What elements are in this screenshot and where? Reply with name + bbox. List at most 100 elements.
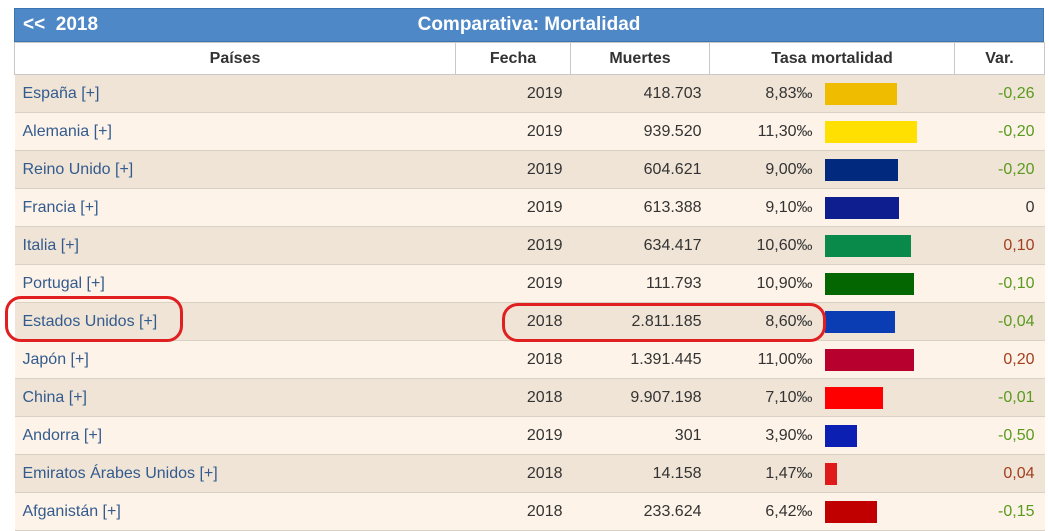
table-body: España [+] 2019 418.703 8,83‰ -0,26 Alemania … xyxy=(14,74,1045,531)
rate-value: 3,90‰ xyxy=(765,426,813,444)
rate-bar xyxy=(824,196,899,219)
variation-cell: -0,04 xyxy=(954,302,1045,341)
rate-value: 11,00‰ xyxy=(757,350,813,368)
previous-year-link[interactable]: << 2018 xyxy=(23,14,98,36)
col-header-var[interactable]: Var. xyxy=(954,42,1045,75)
deaths-cell: 604.621 xyxy=(570,150,710,189)
table-row: Francia [+] 2019 613.388 9,10‰ 0 xyxy=(14,188,1045,227)
table-row: Italia [+] 2019 634.417 10,60‰ 0,10 xyxy=(14,226,1045,265)
table-row: Japón [+] 2018 1.391.445 11,00‰ 0,20 xyxy=(14,340,1045,379)
col-header-muertes[interactable]: Muertes xyxy=(570,42,710,75)
rate-cell: 8,60‰ xyxy=(709,302,955,341)
mortality-comparison-table: << 2018 Comparativa: Mortalidad Países F… xyxy=(14,8,1045,531)
rate-cell: 10,60‰ xyxy=(709,226,955,265)
year-label: 2018 xyxy=(55,14,99,35)
date-cell: 2019 xyxy=(455,112,571,151)
rate-value: 9,00‰ xyxy=(765,160,813,178)
variation-cell: 0,04 xyxy=(954,454,1045,493)
date-cell: 2018 xyxy=(455,492,571,531)
country-link[interactable]: Estados Unidos [+] xyxy=(14,302,456,341)
deaths-cell: 301 xyxy=(570,416,710,455)
date-cell: 2019 xyxy=(455,74,571,113)
rate-bar xyxy=(824,272,914,295)
rate-value: 10,60‰ xyxy=(756,236,813,254)
rate-cell: 9,00‰ xyxy=(709,150,955,189)
rate-bar xyxy=(824,82,897,105)
deaths-cell: 418.703 xyxy=(570,74,710,113)
rate-cell: 10,90‰ xyxy=(709,264,955,303)
deaths-cell: 111.793 xyxy=(570,264,710,303)
country-link[interactable]: España [+] xyxy=(14,74,456,113)
country-link[interactable]: Italia [+] xyxy=(14,226,456,265)
variation-cell: -0,15 xyxy=(954,492,1045,531)
rate-value: 11,30‰ xyxy=(757,122,813,140)
country-link[interactable]: China [+] xyxy=(14,378,456,417)
deaths-cell: 2.811.185 xyxy=(570,302,710,341)
country-link[interactable]: Andorra [+] xyxy=(14,416,456,455)
rate-value: 8,60‰ xyxy=(765,312,813,330)
rate-value: 10,90‰ xyxy=(756,274,813,292)
table-title-bar: << 2018 Comparativa: Mortalidad xyxy=(14,8,1044,42)
variation-cell: -0,10 xyxy=(954,264,1045,303)
date-cell: 2018 xyxy=(455,302,571,341)
variation-cell: 0,10 xyxy=(954,226,1045,265)
variation-cell: -0,20 xyxy=(954,112,1045,151)
rate-cell: 7,10‰ xyxy=(709,378,955,417)
rate-bar xyxy=(824,424,857,447)
rate-bar xyxy=(824,348,914,371)
col-header-paises[interactable]: Países xyxy=(14,42,456,75)
country-link[interactable]: Emiratos Árabes Unidos [+] xyxy=(14,454,456,493)
table-row: China [+] 2018 9.907.198 7,10‰ -0,01 xyxy=(14,378,1045,417)
rate-cell: 11,30‰ xyxy=(709,112,955,151)
deaths-cell: 1.391.445 xyxy=(570,340,710,379)
variation-cell: -0,50 xyxy=(954,416,1045,455)
deaths-cell: 634.417 xyxy=(570,226,710,265)
table-row: Andorra [+] 2019 301 3,90‰ -0,50 xyxy=(14,416,1045,455)
back-arrow-label: << xyxy=(23,14,46,35)
col-header-tasa[interactable]: Tasa mortalidad xyxy=(709,42,955,75)
date-cell: 2019 xyxy=(455,150,571,189)
data-table: Países Fecha Muertes Tasa mortalidad Var… xyxy=(14,42,1045,531)
country-link[interactable]: Japón [+] xyxy=(14,340,456,379)
header-row: Países Fecha Muertes Tasa mortalidad Var… xyxy=(14,42,1045,75)
variation-cell: -0,01 xyxy=(954,378,1045,417)
rate-value: 6,42‰ xyxy=(765,502,813,520)
variation-cell: -0,26 xyxy=(954,74,1045,113)
rate-cell: 3,90‰ xyxy=(709,416,955,455)
deaths-cell: 14.158 xyxy=(570,454,710,493)
variation-cell: -0,20 xyxy=(954,150,1045,189)
rate-bar xyxy=(824,158,898,181)
date-cell: 2018 xyxy=(455,454,571,493)
country-link[interactable]: Francia [+] xyxy=(14,188,456,227)
rate-cell: 8,83‰ xyxy=(709,74,955,113)
country-link[interactable]: Portugal [+] xyxy=(14,264,456,303)
variation-cell: 0 xyxy=(954,188,1045,227)
table-row: España [+] 2019 418.703 8,83‰ -0,26 xyxy=(14,74,1045,113)
date-cell: 2018 xyxy=(455,378,571,417)
rate-cell: 6,42‰ xyxy=(709,492,955,531)
country-link[interactable]: Reino Unido [+] xyxy=(14,150,456,189)
date-cell: 2019 xyxy=(455,416,571,455)
rate-cell: 1,47‰ xyxy=(709,454,955,493)
variation-cell: 0,20 xyxy=(954,340,1045,379)
table-row: Alemania [+] 2019 939.520 11,30‰ -0,20 xyxy=(14,112,1045,151)
table-row: Estados Unidos [+] 2018 2.811.185 8,60‰ -0,0… xyxy=(14,302,1045,341)
deaths-cell: 613.388 xyxy=(570,188,710,227)
date-cell: 2019 xyxy=(455,226,571,265)
country-link[interactable]: Afganistán [+] xyxy=(14,492,456,531)
rate-cell: 9,10‰ xyxy=(709,188,955,227)
rate-bar xyxy=(824,386,883,409)
country-link[interactable]: Alemania [+] xyxy=(14,112,456,151)
rate-value: 1,47‰ xyxy=(765,464,813,482)
rate-bar xyxy=(824,120,917,143)
deaths-cell: 9.907.198 xyxy=(570,378,710,417)
col-header-fecha[interactable]: Fecha xyxy=(455,42,571,75)
rate-value: 9,10‰ xyxy=(765,198,813,216)
date-cell: 2019 xyxy=(455,264,571,303)
rate-value: 8,83‰ xyxy=(765,84,813,102)
rate-bar xyxy=(824,234,911,257)
table-row: Portugal [+] 2019 111.793 10,90‰ -0,10 xyxy=(14,264,1045,303)
date-cell: 2018 xyxy=(455,340,571,379)
deaths-cell: 939.520 xyxy=(570,112,710,151)
deaths-cell: 233.624 xyxy=(570,492,710,531)
